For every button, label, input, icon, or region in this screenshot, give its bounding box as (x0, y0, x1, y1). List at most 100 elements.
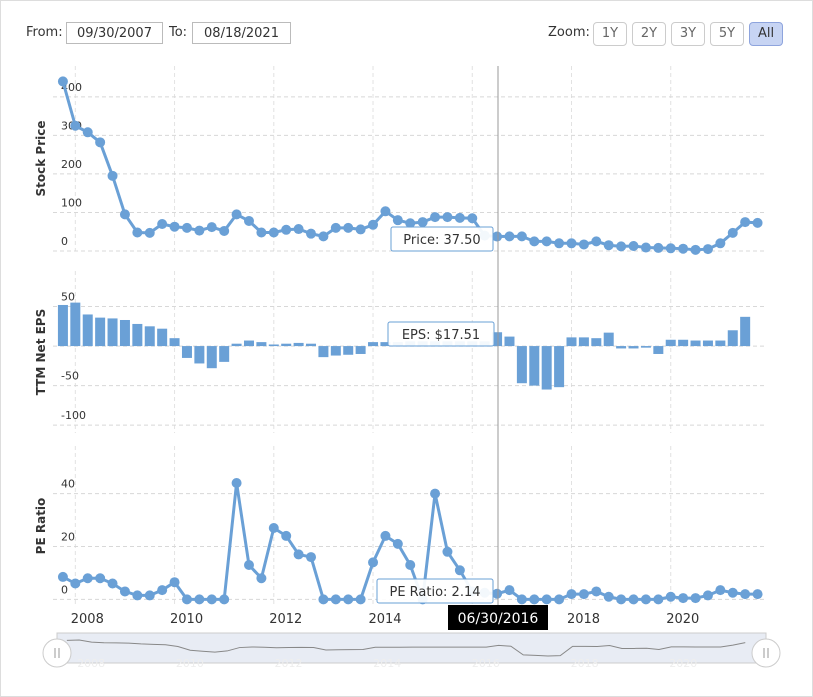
to-input[interactable]: 08/18/2021 (192, 22, 291, 44)
zoom-button[interactable]: 2Y (632, 22, 666, 46)
y-tick-label: 40 (61, 478, 75, 491)
data-point (256, 573, 267, 584)
bar (640, 346, 651, 348)
x-tick-label: 2014 (368, 612, 401, 627)
x-tick-label: 2012 (269, 612, 302, 627)
data-point (392, 215, 403, 226)
data-point (144, 590, 155, 601)
navigator-label: 2010 (176, 657, 204, 670)
bar (57, 304, 68, 347)
data-point (492, 231, 503, 242)
bar (492, 332, 503, 347)
bar (690, 340, 701, 347)
data-point (169, 577, 180, 588)
bar (181, 346, 192, 358)
y-tick-label: 200 (61, 158, 82, 171)
data-point (492, 588, 503, 599)
bar (566, 337, 577, 347)
bar (231, 343, 242, 347)
zoom-button[interactable]: 1Y (593, 22, 627, 46)
bar (119, 319, 130, 347)
data-point (70, 120, 81, 131)
data-point (380, 530, 391, 541)
data-point (318, 594, 329, 605)
data-point (281, 530, 292, 541)
y-tick-label: -50 (61, 370, 79, 383)
pe-tooltip: PE Ratio: 2.14 (389, 585, 480, 600)
bar (653, 346, 664, 354)
data-point (504, 231, 515, 242)
data-point (566, 589, 577, 600)
data-point (95, 137, 106, 148)
from-input[interactable]: 09/30/2007 (66, 22, 163, 44)
data-point (243, 560, 254, 571)
bar (82, 314, 93, 347)
y-tick-label: -100 (61, 409, 86, 422)
data-point (70, 578, 81, 589)
zoom-label: Zoom: (548, 25, 590, 40)
price-tooltip-box (390, 226, 494, 252)
data-point (454, 212, 465, 223)
data-point (343, 594, 354, 605)
date-tooltip-box (448, 605, 548, 630)
data-point (578, 239, 589, 250)
data-point (665, 591, 676, 602)
data-point (318, 231, 329, 242)
bar (678, 339, 689, 347)
eps-tooltip-box (387, 321, 495, 347)
bar (516, 346, 527, 384)
data-point (107, 170, 118, 181)
data-point (231, 478, 242, 489)
data-point (405, 560, 416, 571)
data-point (181, 594, 192, 605)
navigator-handle[interactable] (751, 638, 781, 668)
bar (330, 346, 341, 356)
data-point (268, 227, 279, 238)
data-point (616, 594, 627, 605)
zoom-button[interactable]: 5Y (710, 22, 744, 46)
bar (740, 316, 751, 347)
data-point (157, 585, 168, 596)
x-tick-label: 2020 (666, 612, 699, 627)
data-point (467, 213, 478, 224)
bar (256, 342, 267, 347)
data-point (231, 209, 242, 220)
data-point (219, 225, 230, 236)
data-point (281, 224, 292, 235)
y-tick-label: 50 (61, 291, 75, 304)
data-point (715, 238, 726, 249)
bar (702, 340, 713, 347)
bar (355, 346, 366, 354)
data-point (194, 225, 205, 236)
navigator-line (66, 639, 746, 657)
y-tick-label: 0 (61, 583, 68, 596)
data-point (727, 227, 738, 238)
navigator-bg (56, 632, 767, 664)
zoom-button[interactable]: All (749, 22, 783, 46)
navigator-label: 2016 (472, 657, 500, 670)
data-point (330, 594, 341, 605)
bar (665, 339, 676, 347)
bar (107, 318, 118, 347)
bar (628, 346, 639, 349)
bar (380, 342, 391, 347)
data-point (219, 594, 230, 605)
data-point (119, 209, 130, 220)
zoom-button[interactable]: 3Y (671, 22, 705, 46)
pe-tooltip-box (376, 578, 494, 604)
data-point (603, 240, 614, 251)
data-point (678, 243, 689, 254)
data-point (516, 594, 527, 605)
data-point (268, 522, 279, 533)
navigator-handle[interactable] (42, 638, 72, 668)
data-point (591, 586, 602, 597)
data-point (405, 218, 416, 229)
bar (206, 346, 217, 369)
data-point (181, 222, 192, 233)
data-point (243, 215, 254, 226)
data-point (306, 228, 317, 239)
data-point (119, 586, 130, 597)
y-tick-label: 20 (61, 530, 75, 543)
